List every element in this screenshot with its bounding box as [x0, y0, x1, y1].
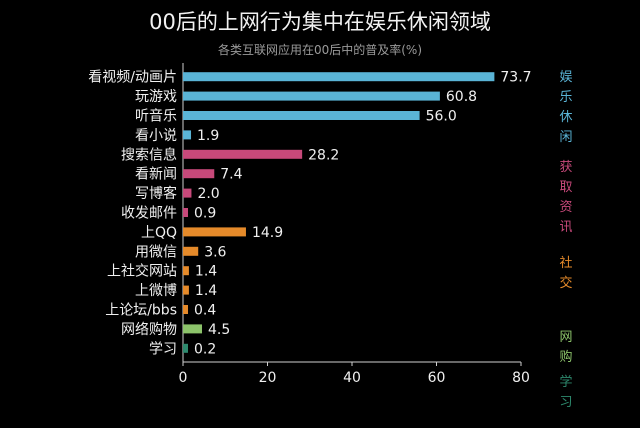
- category-label-11: 上微博: [135, 282, 177, 299]
- x-tick-label-4: 80: [512, 370, 530, 386]
- group-label-3-char-0: 网: [559, 330, 572, 345]
- bar-10: [183, 266, 189, 276]
- bar-5: [183, 169, 215, 179]
- bar-14: [183, 343, 188, 353]
- x-tick-label-3: 60: [428, 370, 446, 386]
- value-label-3: 1.9: [197, 128, 219, 144]
- bar-6: [183, 188, 192, 198]
- x-tick-label-0: 0: [179, 370, 188, 386]
- bar-9: [183, 246, 199, 256]
- bar-1: [183, 91, 440, 101]
- bar-3: [183, 130, 192, 140]
- value-label-0: 73.7: [500, 70, 531, 86]
- group-label-2-char-1: 交: [559, 275, 572, 291]
- value-label-6: 2.0: [197, 186, 219, 202]
- value-label-11: 1.4: [195, 283, 217, 299]
- bar-8: [183, 227, 246, 237]
- group-label-1-char-0: 获: [559, 160, 572, 175]
- group-label-0-char-3: 闲: [559, 130, 572, 145]
- chart-title: 00后的上网行为集中在娱乐休闲领域: [149, 10, 491, 34]
- value-label-1: 60.8: [446, 89, 477, 105]
- category-label-1: 玩游戏: [135, 89, 177, 105]
- category-label-3: 看小说: [135, 128, 177, 144]
- x-tick-label-2: 40: [343, 370, 361, 386]
- group-label-0-char-2: 休: [559, 110, 572, 125]
- category-label-4: 搜索信息: [121, 146, 177, 163]
- category-label-6: 写博客: [135, 185, 177, 202]
- value-label-7: 0.9: [194, 206, 216, 222]
- x-tick-label-1: 20: [259, 370, 277, 386]
- bar-0: [183, 72, 495, 82]
- bar-12: [183, 305, 188, 314]
- category-label-8: 上QQ: [141, 225, 177, 241]
- value-label-4: 28.2: [308, 147, 339, 163]
- bar-4: [183, 149, 303, 159]
- value-label-12: 0.4: [194, 303, 216, 319]
- category-label-13: 网络购物: [121, 322, 177, 338]
- group-label-3-char-1: 购: [559, 349, 572, 365]
- group-label-1-char-2: 资: [559, 200, 572, 215]
- category-label-9: 用微信: [135, 244, 177, 260]
- value-label-9: 3.6: [204, 244, 226, 260]
- group-label-4-char-0: 学: [559, 374, 572, 390]
- value-label-8: 14.9: [252, 225, 283, 241]
- group-label-1-char-1: 取: [559, 180, 572, 195]
- value-label-14: 0.2: [194, 341, 216, 357]
- bar-11: [183, 285, 189, 295]
- bar-13: [183, 324, 203, 334]
- category-label-12: 上论坛/bbs: [105, 303, 177, 319]
- group-label-0-char-0: 娱: [559, 70, 572, 85]
- group-label-2-char-0: 社: [559, 255, 572, 271]
- group-label-4-char-1: 习: [559, 395, 572, 410]
- bar-7: [183, 208, 188, 217]
- category-label-5: 看新闻: [135, 167, 177, 183]
- value-label-10: 1.4: [195, 264, 217, 280]
- category-label-0: 看视频/动画片: [88, 70, 177, 86]
- value-label-2: 56.0: [426, 109, 457, 125]
- category-label-14: 学习: [149, 341, 177, 357]
- group-label-0-char-1: 乐: [559, 90, 572, 105]
- category-label-2: 听音乐: [135, 108, 177, 125]
- chart-subtitle: 各类互联网应用在00后中的普及率(%): [217, 43, 423, 57]
- value-label-5: 7.4: [220, 167, 242, 183]
- bar-2: [183, 111, 420, 120]
- category-label-7: 收发邮件: [121, 206, 177, 222]
- group-label-1-char-3: 讯: [559, 220, 572, 235]
- category-label-10: 上社交网站: [107, 263, 177, 280]
- value-label-13: 4.5: [208, 322, 230, 338]
